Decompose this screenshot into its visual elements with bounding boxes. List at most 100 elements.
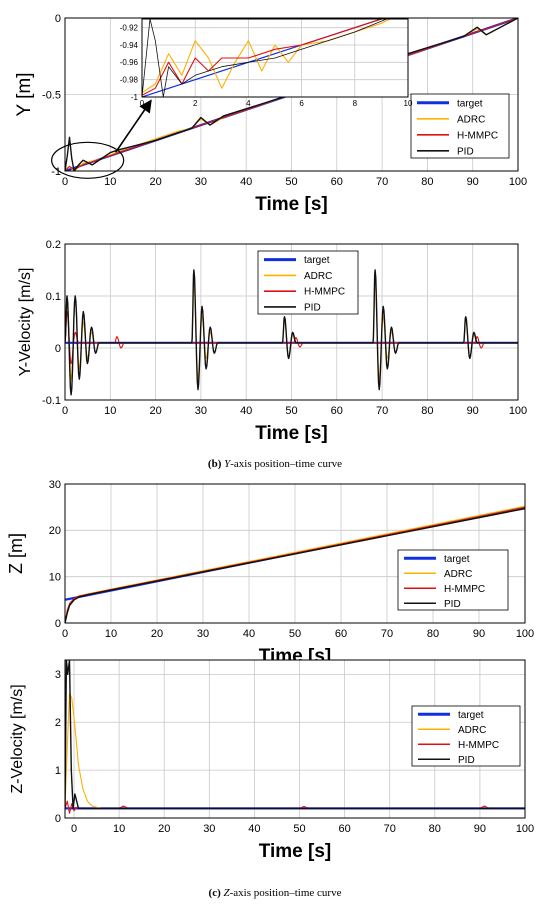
x-tick-label: 40 (248, 823, 260, 835)
legend-label-adrc: ADRC (457, 114, 485, 125)
y-tick-label: 10 (49, 572, 61, 584)
legend-label-pid: PID (457, 146, 474, 157)
legend-label-adrc: ADRC (444, 569, 472, 580)
x-tick-label: 10 (104, 176, 116, 188)
x-tick-label: 90 (467, 405, 479, 417)
x-tick-label: 10 (404, 99, 413, 108)
x-tick-label: 50 (285, 405, 297, 417)
x-tick-label: 80 (429, 823, 441, 835)
plot-frame (64, 243, 519, 401)
x-tick-label: 10 (113, 823, 125, 835)
y-tick-label: -0.94 (120, 41, 139, 50)
legend-label-h-mmpc: H-MMPC (304, 287, 345, 298)
x-tick-label: 70 (384, 823, 396, 835)
legend: target ADRC H-MMPC PID (410, 93, 510, 159)
x-tick-label: 60 (331, 176, 343, 188)
x-tick-label: 20 (158, 823, 170, 835)
x-tick-label: 0 (62, 176, 68, 188)
caption-c-text: -axis position–time curve (229, 887, 342, 899)
y-tick-label: -0.1 (42, 395, 61, 407)
series-line-h-mmpc (142, 19, 384, 96)
x-axis-label: Time [s] (255, 194, 328, 215)
legend-label-target: target (457, 98, 483, 109)
series-line-pid (65, 660, 525, 810)
plot-frame (64, 17, 519, 172)
y-tick-label: 2 (55, 717, 61, 729)
x-tick-label: 30 (203, 823, 215, 835)
y-axis-label: Z [m] (6, 533, 26, 574)
x-tick-label: 8 (353, 99, 358, 108)
series-line-pid (142, 19, 388, 97)
x-tick-label: 20 (149, 176, 161, 188)
y-tick-label: 3 (55, 669, 61, 681)
series-group (65, 505, 525, 623)
x-tick-label: 20 (151, 628, 163, 640)
x-axis-label: Time [s] (259, 841, 332, 862)
series-line-h-mmpc (65, 800, 525, 814)
series-group (142, 19, 392, 97)
x-tick-label: 0 (62, 405, 68, 417)
x-tick-label: 100 (509, 176, 527, 188)
x-tick-label: 60 (335, 628, 347, 640)
x-tick-label: 4 (246, 99, 251, 108)
legend: target ADRC H-MMPC PID (257, 250, 359, 315)
legend-box (257, 250, 359, 315)
x-tick-label: 30 (195, 176, 207, 188)
y-tick-label: -0.98 (120, 75, 139, 84)
y-tick-label: 1 (55, 765, 61, 777)
y-tick-label: -1 (131, 93, 139, 102)
x-tick-label: 80 (427, 628, 439, 640)
series-group (65, 269, 518, 396)
y-tick-label: 0.2 (46, 239, 61, 251)
x-tick-label: 30 (197, 628, 209, 640)
series-line-pid (65, 507, 525, 623)
x-tick-label: 90 (467, 176, 479, 188)
x-tick-label: 20 (149, 405, 161, 417)
series-line-pid (65, 18, 518, 171)
caption-c: (c) Z-axis position–time curve (0, 887, 550, 899)
legend-label-pid: PID (304, 302, 321, 313)
x-tick-label: 40 (240, 405, 252, 417)
plot-frame (64, 659, 526, 819)
y-tick-label: -0.96 (120, 58, 139, 67)
x-tick-label: 2 (193, 99, 198, 108)
x-tick-label: 100 (516, 823, 534, 835)
y-tick-label: 0 (55, 813, 61, 825)
legend-label-adrc: ADRC (458, 725, 486, 736)
y-axis-label: Y [m] (14, 73, 35, 117)
legend: target ADRC H-MMPC PID (397, 549, 509, 611)
x-tick-label: 10 (104, 405, 116, 417)
caption-c-tag: (c) (208, 887, 221, 899)
x-tick-label: 90 (473, 628, 485, 640)
y-tick-label: 20 (49, 525, 61, 537)
x-tick-label: 40 (243, 628, 255, 640)
x-tick-label: 0 (62, 628, 68, 640)
legend-label-pid: PID (444, 599, 461, 610)
x-tick-label: 70 (381, 628, 393, 640)
y-tick-label: 0 (55, 343, 61, 355)
y-tick-label: -0.5 (42, 89, 61, 101)
legend-label-adrc: ADRC (304, 271, 332, 282)
y-tick-label: 0 (55, 618, 61, 630)
caption-c-axis: Z (223, 887, 230, 899)
caption-b-text: -axis position–time curve (230, 458, 343, 470)
x-tick-label: 40 (240, 176, 252, 188)
chart-y-position-inset: 0 2 4 6 8 10 -1 -0.98 -0.96 -0.94 -0.92 (120, 18, 413, 108)
legend: target ADRC H-MMPC PID (411, 705, 521, 767)
y-tick-label: -1 (51, 166, 61, 178)
x-tick-label: 100 (509, 405, 527, 417)
x-tick-label: 50 (293, 823, 305, 835)
plot-frame (141, 18, 409, 98)
zoom-annotation (51, 99, 152, 179)
zoom-arrow (114, 99, 152, 153)
caption-b-tag: (b) (207, 458, 222, 470)
caption-b: (b) Y-axis position–time curve (0, 458, 550, 470)
legend-box (410, 93, 510, 159)
y-tick-label: 0.1 (46, 291, 61, 303)
x-tick-label: 90 (474, 823, 486, 835)
legend-label-h-mmpc: H-MMPC (457, 130, 498, 141)
x-tick-label: 70 (376, 176, 388, 188)
legend-label-h-mmpc: H-MMPC (458, 740, 499, 751)
